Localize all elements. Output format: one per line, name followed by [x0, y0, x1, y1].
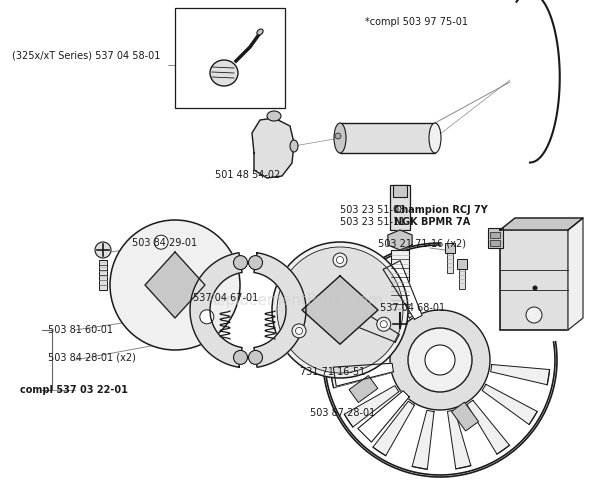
Bar: [391, 250, 409, 313]
Bar: [490, 240, 500, 246]
Polygon shape: [190, 253, 242, 367]
Polygon shape: [373, 401, 414, 456]
Polygon shape: [568, 218, 583, 330]
Ellipse shape: [257, 29, 263, 35]
Circle shape: [248, 256, 263, 269]
Circle shape: [292, 324, 306, 338]
Polygon shape: [333, 363, 394, 386]
Bar: [340, 123, 435, 153]
Polygon shape: [331, 329, 390, 352]
Circle shape: [110, 220, 240, 350]
Polygon shape: [500, 218, 583, 230]
Text: 537 04 68-01: 537 04 68-01: [380, 303, 445, 313]
Bar: [175, 8, 285, 108]
Polygon shape: [412, 410, 434, 469]
Text: 503 87 28-01: 503 87 28-01: [310, 408, 375, 418]
Circle shape: [380, 321, 387, 328]
Bar: [500, 230, 568, 330]
Circle shape: [335, 133, 341, 139]
Polygon shape: [467, 400, 510, 454]
Ellipse shape: [210, 60, 238, 86]
Text: 503 84 28-01 (x2): 503 84 28-01 (x2): [48, 353, 136, 363]
Text: 503 84 29-01: 503 84 29-01: [132, 238, 197, 248]
Bar: [457, 259, 467, 269]
Bar: [390, 185, 410, 230]
Circle shape: [95, 242, 111, 258]
Circle shape: [390, 310, 490, 410]
Ellipse shape: [429, 123, 441, 153]
Text: *compl 503 97 75-01: *compl 503 97 75-01: [365, 17, 468, 27]
Bar: [99, 260, 107, 290]
Circle shape: [408, 328, 472, 392]
Polygon shape: [383, 261, 422, 319]
Bar: [349, 375, 378, 403]
Text: 503 23 51-11: 503 23 51-11: [340, 217, 408, 227]
Circle shape: [234, 256, 247, 269]
Bar: [459, 269, 465, 289]
Ellipse shape: [267, 111, 281, 121]
Text: compl 537 03 22-01: compl 537 03 22-01: [20, 385, 128, 395]
Circle shape: [533, 285, 537, 290]
Circle shape: [234, 350, 247, 365]
Bar: [490, 232, 500, 238]
Polygon shape: [346, 290, 399, 333]
Polygon shape: [358, 391, 409, 442]
Circle shape: [277, 247, 403, 373]
Bar: [445, 243, 455, 253]
Polygon shape: [345, 386, 399, 427]
Text: 503 81 60-01: 503 81 60-01: [48, 325, 113, 335]
Circle shape: [425, 345, 455, 375]
Text: 503 21 71-16 (x2): 503 21 71-16 (x2): [378, 238, 466, 248]
Polygon shape: [254, 253, 306, 367]
Circle shape: [154, 235, 168, 249]
Circle shape: [200, 310, 214, 324]
Polygon shape: [388, 230, 412, 250]
Polygon shape: [331, 366, 389, 388]
Polygon shape: [145, 252, 205, 318]
Ellipse shape: [290, 140, 298, 152]
Text: 503 23 51-08: 503 23 51-08: [340, 205, 408, 215]
Polygon shape: [340, 303, 399, 342]
Text: 537 04 67-01: 537 04 67-01: [193, 293, 258, 303]
Polygon shape: [447, 410, 471, 469]
Bar: [447, 253, 453, 273]
Circle shape: [272, 242, 408, 378]
Bar: [451, 402, 478, 431]
Circle shape: [296, 327, 303, 334]
Polygon shape: [491, 365, 549, 385]
Polygon shape: [375, 263, 416, 318]
Circle shape: [248, 350, 263, 365]
Text: (325x/xT Series) 537 04 58-01: (325x/xT Series) 537 04 58-01: [12, 50, 160, 60]
Text: NGK BPMR 7A: NGK BPMR 7A: [394, 217, 470, 227]
Text: Champion RCJ 7Y: Champion RCJ 7Y: [394, 205, 488, 215]
Text: 731 71 16-51: 731 71 16-51: [300, 367, 365, 377]
Bar: [488, 228, 503, 248]
Circle shape: [526, 307, 542, 323]
Circle shape: [333, 253, 347, 267]
Bar: [393, 185, 407, 197]
Polygon shape: [252, 118, 294, 178]
Text: 501 48 54-02: 501 48 54-02: [215, 170, 280, 180]
Polygon shape: [302, 276, 378, 344]
Ellipse shape: [334, 123, 346, 153]
Polygon shape: [482, 385, 537, 425]
Circle shape: [336, 257, 343, 264]
Text: ReplacementParts.com: ReplacementParts.com: [206, 292, 384, 307]
Circle shape: [377, 317, 391, 331]
